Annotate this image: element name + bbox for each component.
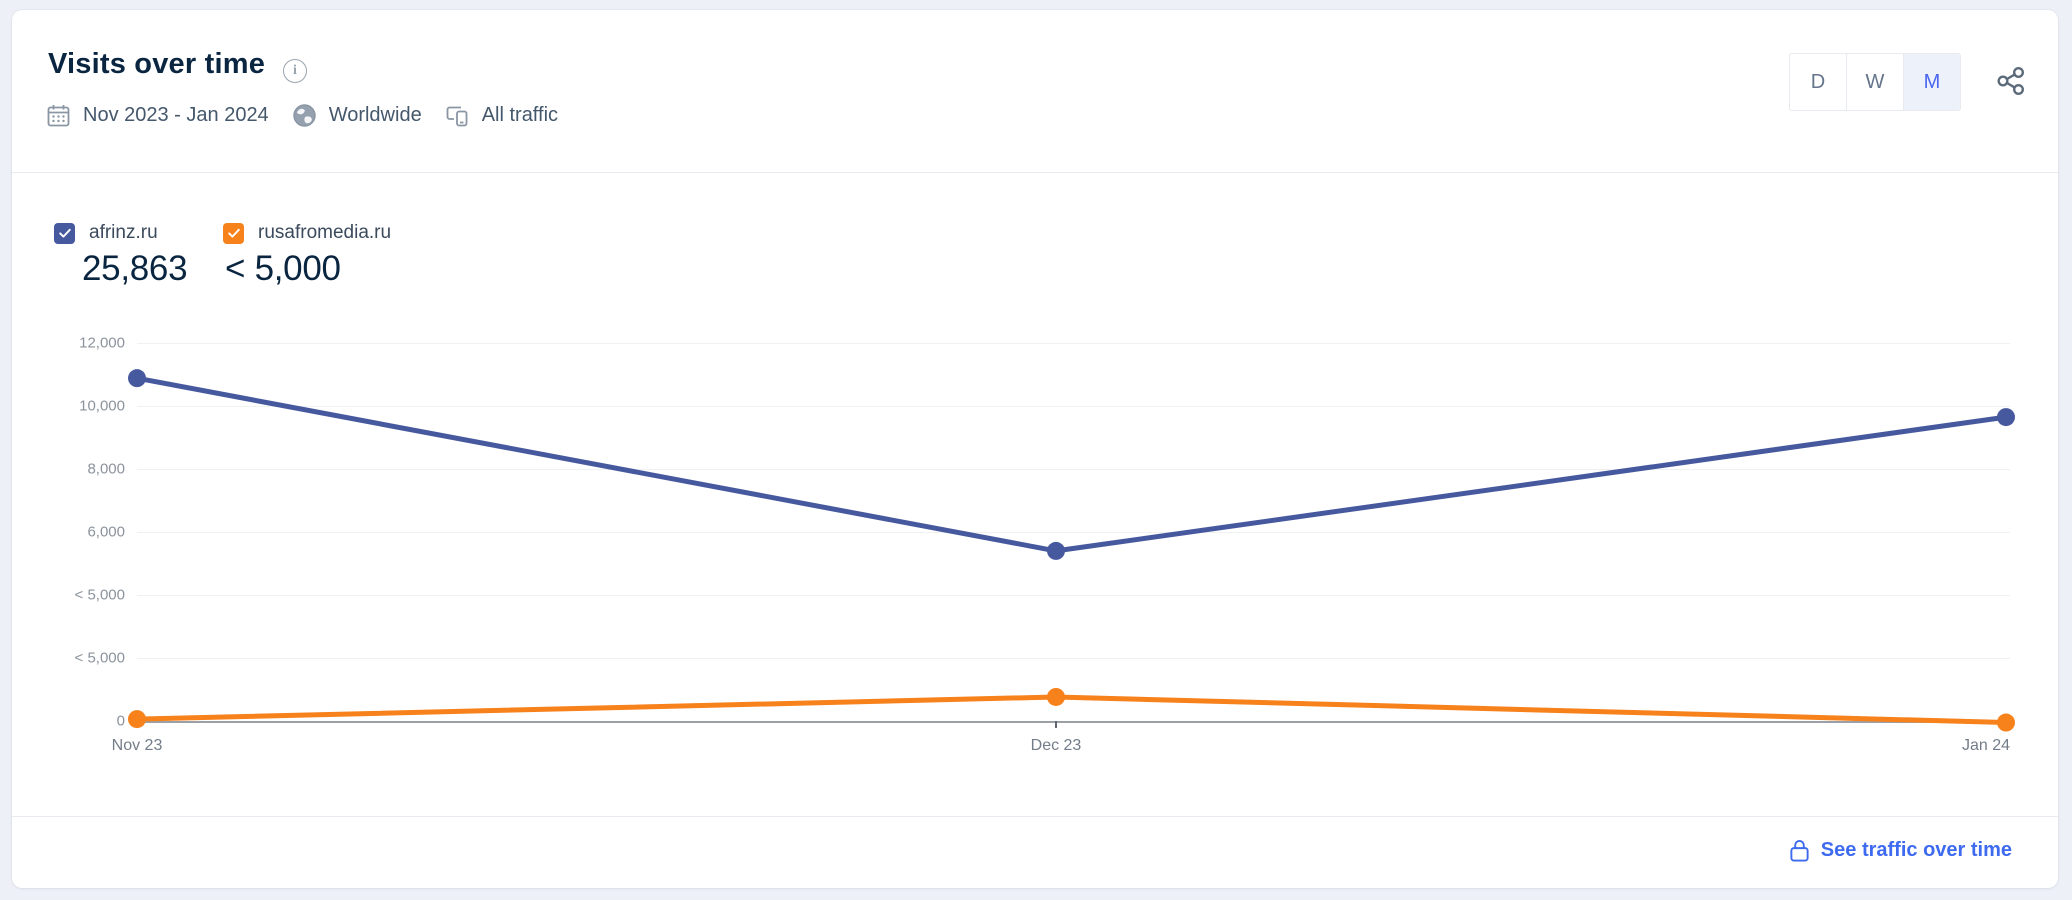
chart-filters-row: Nov 2023 - Jan 2024 Worldwide All traffi… [46,103,558,128]
y-axis-label: < 5,000 [74,586,125,604]
page-title: Visits over time [48,48,266,80]
legend-total-value: 25,863 [82,249,188,288]
data-point-afrinz.ru[interactable] [128,369,146,388]
chart-series-layer [128,369,2015,732]
granularity-toggle: D W M [1789,53,1961,111]
gridline [137,532,2010,533]
gridline [137,469,2010,470]
gridline [137,595,2010,596]
globe-icon [292,103,317,128]
data-point-afrinz.ru[interactable] [1046,541,1065,560]
traffic-filter-label: All traffic [481,104,559,126]
devices-icon [445,103,470,128]
x-axis-line [137,721,2010,723]
legend-item-rusafromedia: rusafromedia.ru < 5,000 [223,222,391,289]
visits-over-time-card: Visits over time i Nov 2023 - Jan 2024 [12,10,2058,888]
legend-site-label: afrinz.ru [89,222,158,243]
checkbox-checked-icon[interactable] [223,222,244,244]
legend-item-afrinz: afrinz.ru 25,863 [54,222,188,289]
y-axis-label: 8,000 [87,460,125,478]
gridline [137,658,2010,659]
lock-icon [1789,838,1810,863]
granularity-day-button[interactable]: D [1790,54,1847,110]
x-axis-label: Nov 23 [111,737,163,754]
legend-toggle-afrinz[interactable]: afrinz.ru [54,222,187,244]
footer-link-label: See traffic over time [1820,839,2012,861]
info-icon[interactable]: i [283,59,307,83]
series-line-rusafromedia.ru [134,694,2009,726]
data-point-rusafromedia.ru[interactable] [128,710,146,729]
x-axis-label: Dec 23 [1030,737,1082,754]
x-axis-tick [1054,721,1057,728]
date-range-label: Nov 2023 - Jan 2024 [83,104,269,126]
data-point-rusafromedia.ru[interactable] [1046,687,1065,706]
see-traffic-over-time-link[interactable]: See traffic over time [1789,838,2012,863]
region-label: Worldwide [328,104,422,126]
legend-total-value: < 5,000 [225,249,341,288]
y-axis-label: < 5,000 [74,649,125,667]
y-axis-label: 12,000 [79,334,125,352]
header-divider [12,172,2058,173]
y-axis-label: 10,000 [79,397,125,415]
checkbox-checked-icon[interactable] [54,222,75,244]
x-axis-label: Jan 24 [1961,737,2010,754]
y-axis-label: 6,000 [87,523,125,541]
gridline [137,343,2010,344]
y-axis-label: 0 [116,712,125,730]
series-line-afrinz.ru [134,375,2009,554]
data-point-rusafromedia.ru[interactable] [1997,713,2015,732]
gridline [137,406,2010,407]
data-point-afrinz.ru[interactable] [1997,408,2015,427]
calendar-icon [46,103,71,128]
granularity-month-button[interactable]: M [1904,54,1960,110]
share-icon[interactable] [1995,65,2027,97]
footer-divider [12,816,2058,817]
granularity-week-button[interactable]: W [1847,54,1904,110]
legend-site-label: rusafromedia.ru [258,222,392,243]
line-chart[interactable]: 12,000 10,000 8,000 6,000 < 5,000 < 5,000 0 Nov… [75,335,2015,754]
legend-toggle-rusafromedia[interactable]: rusafromedia.ru [223,222,391,244]
